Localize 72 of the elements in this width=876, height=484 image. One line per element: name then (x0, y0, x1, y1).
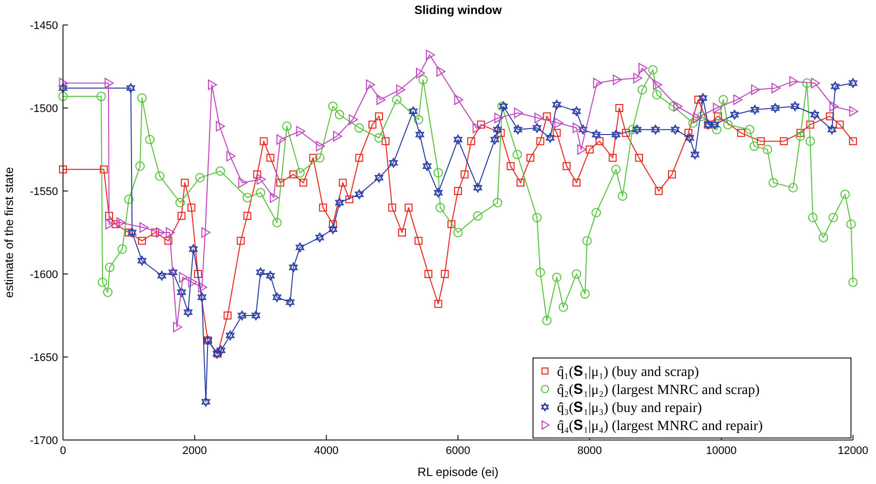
point (771, 82, 781, 94)
point (333, 130, 342, 142)
point (751, 84, 760, 95)
y-tick-label: -1650 (30, 352, 58, 364)
point (426, 50, 435, 60)
point (116, 217, 126, 228)
point (226, 150, 236, 162)
point (376, 94, 386, 105)
point (416, 68, 426, 78)
point (673, 101, 682, 112)
point (104, 78, 114, 88)
y-tick-label: -1550 (30, 186, 58, 198)
point (733, 94, 742, 105)
point (534, 112, 544, 124)
point (829, 101, 838, 112)
point (366, 80, 376, 90)
legend-label: q̂₄(𝐒₁|μ₄) (largest MNRC and repair) (557, 419, 764, 434)
point (198, 282, 208, 293)
point (789, 76, 798, 87)
point (652, 80, 662, 90)
point (139, 222, 149, 233)
point (256, 174, 266, 185)
point (396, 84, 406, 95)
point (554, 118, 564, 128)
point (348, 114, 358, 125)
point (201, 227, 210, 238)
y-tick-label: -1700 (30, 435, 58, 447)
legend-label: q̂₃(𝐒₁|μ₃) (buy and repair) (557, 401, 702, 416)
point (514, 108, 524, 118)
point (472, 122, 482, 134)
point (638, 62, 648, 74)
x-tick-label: 2000 (182, 445, 207, 457)
point (156, 227, 166, 238)
point (208, 80, 218, 90)
point (316, 140, 325, 152)
x-tick-label: 0 (60, 445, 66, 457)
y-tick-label: -1450 (30, 20, 58, 32)
point (612, 74, 622, 86)
y-axis-title: estimate of the first state (2, 166, 16, 298)
point (494, 112, 504, 124)
point (105, 218, 114, 230)
point (436, 66, 446, 77)
legend-label: q̂₁(𝐒₁|μ₁) (buy and scrap) (557, 365, 700, 380)
point (454, 94, 464, 105)
point (572, 122, 582, 134)
chart-title: Sliding window (414, 3, 502, 17)
x-axis-title: RL episode (ei) (418, 465, 498, 479)
x-tick-label: 12000 (838, 445, 868, 457)
point (296, 126, 306, 136)
point (59, 78, 68, 88)
y-tick-label: -1600 (30, 269, 58, 281)
y-tick-label: -1500 (30, 103, 58, 115)
point (270, 192, 279, 203)
point (188, 277, 198, 288)
x-tick-label: 10000 (706, 445, 737, 457)
point (633, 72, 642, 84)
point (216, 121, 225, 132)
point (810, 78, 820, 88)
point (173, 322, 182, 332)
point (712, 102, 722, 114)
x-tick-label: 6000 (446, 445, 470, 457)
point (593, 78, 602, 88)
x-tick-label: 4000 (314, 445, 339, 457)
point (276, 134, 286, 145)
point (849, 106, 858, 117)
point (693, 112, 702, 124)
legend-label: q̂₂(𝐒₁|μ₂) (largest MNRC and scrap) (557, 383, 760, 398)
point (238, 177, 248, 188)
point (166, 227, 175, 238)
x-tick-label: 8000 (577, 445, 602, 457)
point (577, 144, 586, 155)
point (178, 272, 188, 283)
